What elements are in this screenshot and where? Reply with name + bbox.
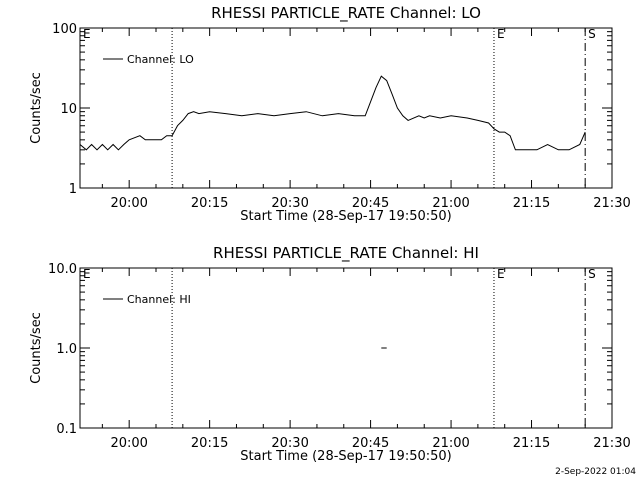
x-tick-label: 20:45 xyxy=(352,436,389,451)
y-tick-label: 1.0 xyxy=(56,342,77,357)
y-tick-label: 100 xyxy=(52,22,77,37)
event-marker-label: E xyxy=(497,27,505,41)
event-marker-label: E xyxy=(497,267,505,281)
event-marker-label: E xyxy=(83,267,91,281)
event-marker-label: E xyxy=(83,27,91,41)
y-tick-label: 10.0 xyxy=(48,262,77,277)
x-axis-label: Start Time (28-Sep-17 19:50:50) xyxy=(240,209,451,224)
series-line xyxy=(79,75,586,151)
timestamp-label: 2-Sep-2022 01:04 xyxy=(555,467,636,477)
x-tick-label: 20:00 xyxy=(110,196,147,211)
y-axis-label: Counts/sec xyxy=(29,312,44,384)
event-marker-label: S xyxy=(588,267,596,281)
chart-title: RHESSI PARTICLE_RATE Channel: HI xyxy=(213,244,479,263)
plot-frame xyxy=(79,267,613,429)
y-tick-label: 10 xyxy=(60,102,77,117)
plot-frame xyxy=(79,27,613,189)
x-tick-label: 20:45 xyxy=(352,196,389,211)
x-tick-label: 21:15 xyxy=(513,436,550,451)
x-tick-label: 21:00 xyxy=(432,436,469,451)
legend-entry: Channel: HI xyxy=(127,293,191,306)
x-tick-label: 20:15 xyxy=(191,196,228,211)
x-tick-label: 20:00 xyxy=(110,436,147,451)
legend-entry: Channel: LO xyxy=(127,53,194,66)
chart-title: RHESSI PARTICLE_RATE Channel: LO xyxy=(211,4,481,23)
x-tick-label: 21:30 xyxy=(593,196,630,211)
x-tick-label: 21:15 xyxy=(513,196,550,211)
y-axis-label: Counts/sec xyxy=(29,72,44,144)
x-tick-label: 21:00 xyxy=(432,196,469,211)
y-tick-label: 1 xyxy=(69,182,77,197)
x-tick-label: 20:15 xyxy=(191,436,228,451)
y-tick-label: 0.1 xyxy=(56,422,77,437)
x-tick-label: 20:30 xyxy=(271,196,308,211)
x-tick-label: 21:30 xyxy=(593,436,630,451)
event-marker-label: S xyxy=(588,27,596,41)
x-axis-label: Start Time (28-Sep-17 19:50:50) xyxy=(240,449,451,464)
x-tick-label: 20:30 xyxy=(271,436,308,451)
